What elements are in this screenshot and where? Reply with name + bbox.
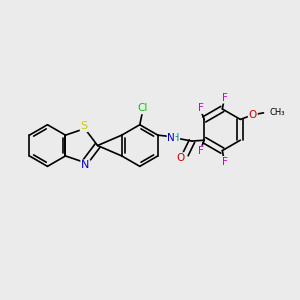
Text: F: F — [222, 157, 228, 167]
Text: F: F — [198, 146, 204, 157]
Text: S: S — [81, 121, 88, 131]
Text: Cl: Cl — [138, 103, 148, 113]
Text: F: F — [222, 93, 228, 103]
Text: N: N — [167, 133, 175, 143]
Text: O: O — [249, 110, 257, 120]
Text: CH₃: CH₃ — [269, 108, 285, 117]
Text: H: H — [172, 133, 179, 143]
Text: N: N — [81, 160, 90, 170]
Text: O: O — [177, 153, 185, 163]
Text: F: F — [198, 103, 204, 113]
